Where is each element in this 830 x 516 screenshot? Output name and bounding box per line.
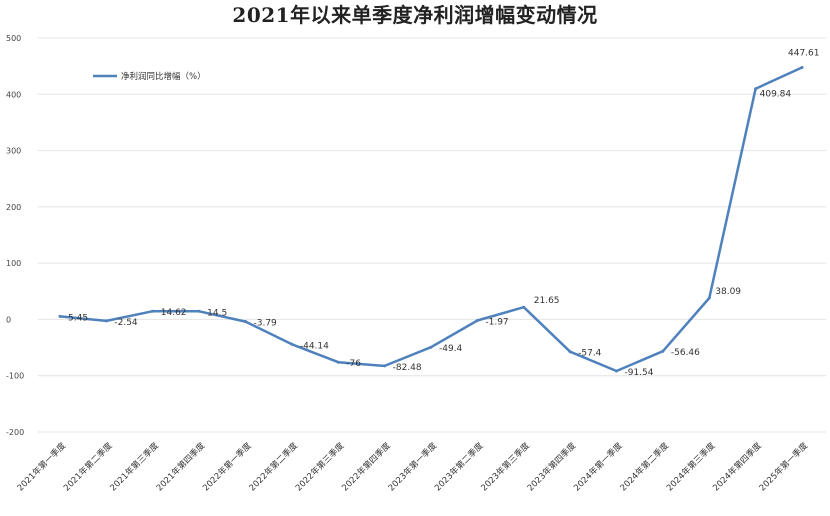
data-point [244, 320, 247, 324]
data-point [475, 319, 479, 323]
data-label: 21.65 [534, 296, 560, 306]
data-point [151, 309, 155, 313]
data-point [104, 319, 108, 323]
x-tick-label: 2021年第三季度 [108, 440, 161, 493]
x-tick-label: 2021年第四季度 [154, 440, 207, 493]
data-label: -3.79 [254, 319, 278, 329]
legend-label: 净利润同比增幅（%） [121, 71, 206, 82]
x-tick-label: 2024年第一季度 [571, 440, 624, 493]
x-tick-label: 2025年第一季度 [757, 440, 810, 493]
data-point [290, 342, 294, 346]
x-tick-label: 2023年第二季度 [432, 440, 485, 493]
data-point [522, 305, 526, 309]
data-point [383, 364, 387, 368]
data-point [336, 360, 340, 364]
x-tick-label: 2021年第二季度 [61, 440, 114, 493]
y-tick-label: -200 [6, 428, 24, 437]
data-point [661, 349, 665, 353]
data-label: -56.46 [671, 348, 700, 358]
grid-lines [38, 37, 826, 433]
data-point [58, 314, 62, 318]
data-label: 38.09 [715, 287, 741, 297]
data-label: -44.14 [300, 341, 329, 351]
data-label: -57.4 [578, 349, 602, 359]
data-label: 409.84 [760, 90, 792, 100]
x-tick-label: 2024年第四季度 [711, 440, 764, 493]
data-label: 5.45 [68, 313, 88, 323]
data-point [615, 369, 618, 373]
x-tick-label: 2022年第二季度 [247, 440, 300, 493]
y-tick-label: 500 [6, 34, 21, 43]
y-tick-label: 100 [6, 259, 21, 268]
x-tick-label: 2023年第一季度 [386, 440, 439, 493]
data-label: -82.48 [393, 363, 422, 373]
x-tick-label: 2023年第三季度 [479, 440, 532, 493]
y-tick-label: 0 [6, 315, 11, 324]
data-point [707, 296, 711, 300]
data-label: -76 [346, 359, 361, 369]
legend: 净利润同比增幅（%） [93, 71, 206, 82]
data-label: 447.61 [788, 48, 820, 58]
data-label: -91.54 [625, 368, 654, 378]
data-point [568, 350, 572, 354]
x-tick-label: 2023年第四季度 [525, 440, 578, 493]
data-point [429, 345, 433, 349]
data-label: -49.4 [439, 344, 463, 354]
y-tick-label: -100 [6, 372, 24, 381]
x-tick-label: 2024年第三季度 [664, 440, 717, 493]
data-point [754, 87, 758, 91]
data-label: 14.5 [207, 308, 227, 318]
y-tick-label: 200 [6, 203, 21, 212]
x-tick-label: 2022年第一季度 [200, 440, 253, 493]
x-tick-label: 2022年第四季度 [340, 440, 393, 493]
y-tick-label: 300 [6, 147, 21, 156]
data-point [197, 309, 201, 313]
data-label: 14.62 [161, 308, 187, 318]
x-axis-ticks: 2021年第一季度2021年第二季度2021年第三季度2021年第四季度2022… [15, 440, 810, 493]
series-line [58, 66, 804, 373]
x-tick-label: 2021年第一季度 [15, 440, 68, 493]
data-label: -1.97 [485, 318, 508, 328]
y-axis-ticks: -200 -100 0 100 200 300 400 500 [6, 34, 24, 437]
chart-title: 2021年以来单季度净利润增幅变动情况 [232, 3, 598, 27]
data-point [800, 65, 804, 69]
data-label: -2.54 [114, 318, 138, 328]
data-labels: 5.45 -2.54 14.62 14.5 -3.79 -44.14 -76 -82.48 -4… [68, 48, 820, 377]
x-tick-label: 2022年第三季度 [293, 440, 346, 493]
x-tick-label: 2024年第二季度 [618, 440, 671, 493]
series-layer [58, 65, 804, 373]
y-tick-label: 400 [6, 90, 21, 99]
